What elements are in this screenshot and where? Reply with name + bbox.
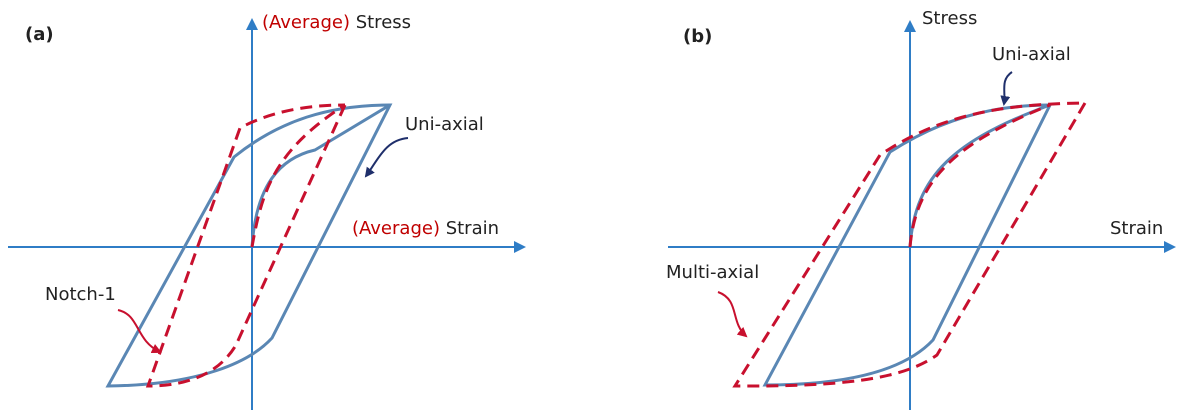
annotation: Multi-axial: [666, 262, 759, 283]
panel-label: (b): [683, 26, 712, 47]
uniaxial-loop: [762, 103, 1053, 387]
notch-pointer: [117, 309, 162, 354]
uniaxial-loop: [105, 103, 393, 388]
panel-a: (a) (Average) Stress (Average) Strain Un…: [8, 12, 526, 410]
multiaxial-loading: [908, 103, 1051, 248]
notch-loop: [145, 103, 347, 388]
x-axis-title: Strain: [1110, 218, 1163, 239]
panel-label: (a): [25, 24, 54, 45]
y-axis-title: Stress: [922, 8, 977, 29]
x-axis-title: (Average) Strain: [352, 218, 499, 239]
y-axis-text: Stress: [356, 12, 411, 33]
multiaxial-pointer: [717, 291, 748, 338]
notch-loading: [250, 103, 346, 248]
annotation: Notch-1: [45, 284, 116, 305]
uniaxial-pointer: [1000, 71, 1013, 106]
annotation: Uni-axial: [405, 114, 484, 135]
y-axis-title: (Average) Stress: [262, 12, 411, 33]
uniaxial-pointer: [364, 137, 409, 178]
y-axis-prefix: (Average): [262, 12, 350, 33]
x-axis-prefix: (Average): [352, 218, 440, 239]
uniaxial-loading: [908, 103, 1051, 248]
panel-b: (b) Stress Strain Uni-axial Multi-axial: [666, 8, 1176, 410]
multiaxial-loop: [732, 101, 1087, 388]
x-axis-text: Strain: [446, 218, 499, 239]
annotation: Uni-axial: [992, 44, 1071, 65]
